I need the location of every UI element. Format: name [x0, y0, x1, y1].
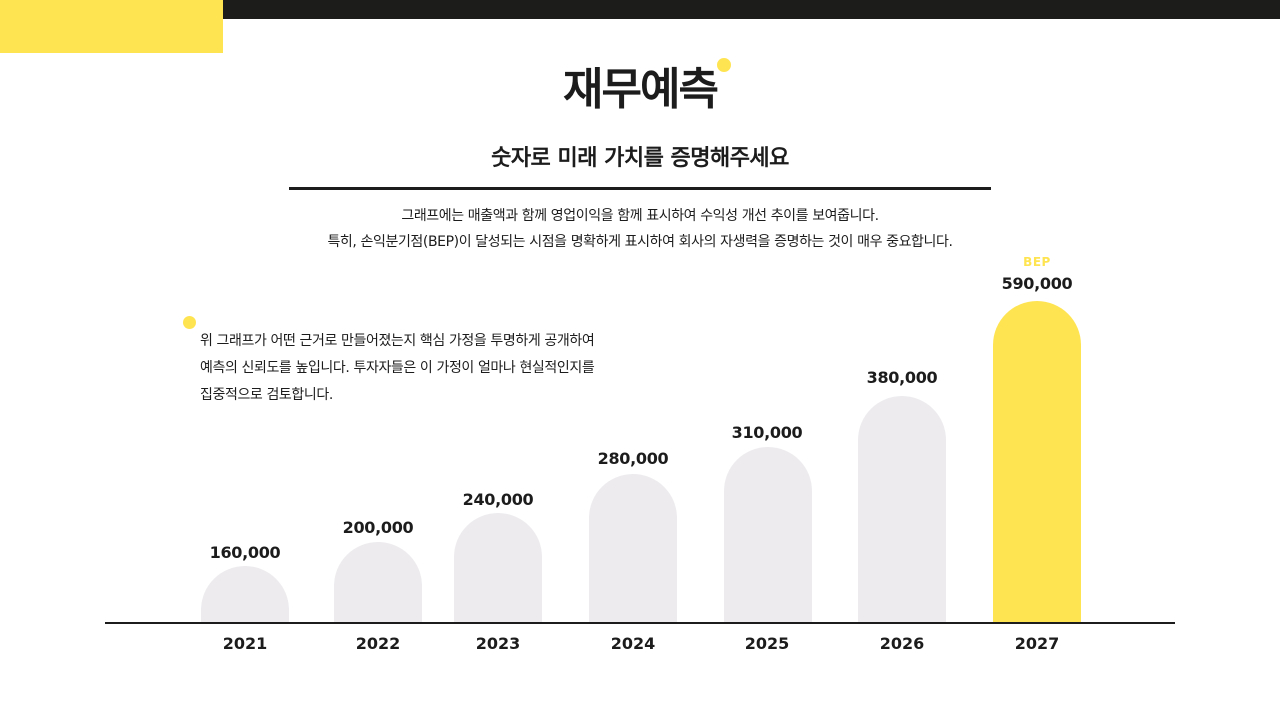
bar-2022 — [334, 542, 422, 622]
x-tick-label: 2026 — [879, 634, 925, 653]
x-tick-label: 2024 — [610, 634, 656, 653]
description-line-2: 특히, 손익분기점(BEP)이 달성되는 시점을 명확하게 표시하여 회사의 자… — [327, 234, 953, 250]
x-tick-label: 2025 — [744, 634, 790, 653]
title-accent-dot — [716, 58, 731, 72]
page-title-text: 재무예측 — [563, 64, 719, 115]
page-subtitle: 숫자로 미래 가치를 증명해주세요 — [491, 146, 789, 171]
bar-2025 — [724, 447, 812, 622]
bar-value-label: 280,000 — [597, 449, 669, 468]
bep-annotation: BEP — [1023, 255, 1051, 269]
description: 그래프에는 매출액과 함께 영업이익을 함께 표시하여 수익성 개선 추이를 보… — [0, 203, 1280, 255]
note-line-1: 위 그래프가 어떤 근거로 만들어졌는지 핵심 가정을 투명하게 공개하여 — [200, 333, 595, 349]
page-title: 재무예측 — [563, 58, 731, 118]
description-line-1: 그래프에는 매출액과 함께 영업이익을 함께 표시하여 수익성 개선 추이를 보… — [401, 208, 879, 224]
note-bullet-dot — [183, 316, 196, 329]
bar-value-label: 590,000 — [1001, 274, 1073, 293]
x-tick-label: 2023 — [475, 634, 521, 653]
x-tick-label: 2022 — [355, 634, 401, 653]
bar-value-label: 310,000 — [731, 423, 803, 442]
corner-accent-block — [0, 0, 223, 53]
x-tick-label: 2027 — [1014, 634, 1060, 653]
title-section: 재무예측 — [0, 58, 1280, 118]
bar-value-label: 160,000 — [209, 543, 281, 562]
x-tick-label: 2021 — [222, 634, 268, 653]
note-line-2: 예측의 신뢰도를 높입니다. 투자자들은 이 가정이 얼마나 현실적인지를 — [200, 360, 595, 376]
bar-2024 — [589, 474, 677, 622]
bar-value-label: 380,000 — [866, 368, 938, 387]
bar-2021 — [201, 566, 289, 622]
assumption-note: 위 그래프가 어떤 근거로 만들어졌는지 핵심 가정을 투명하게 공개하여 예측… — [200, 328, 670, 409]
bar-2027-highlight — [993, 301, 1081, 622]
bar-2023 — [454, 513, 542, 622]
bar-value-label: 200,000 — [342, 518, 414, 537]
x-axis-baseline — [105, 622, 1175, 624]
bar-2026 — [858, 396, 946, 622]
note-line-3: 집중적으로 검토합니다. — [200, 387, 333, 403]
bar-value-label: 240,000 — [462, 490, 534, 509]
top-dark-bar — [223, 0, 1280, 19]
title-divider — [289, 187, 991, 190]
